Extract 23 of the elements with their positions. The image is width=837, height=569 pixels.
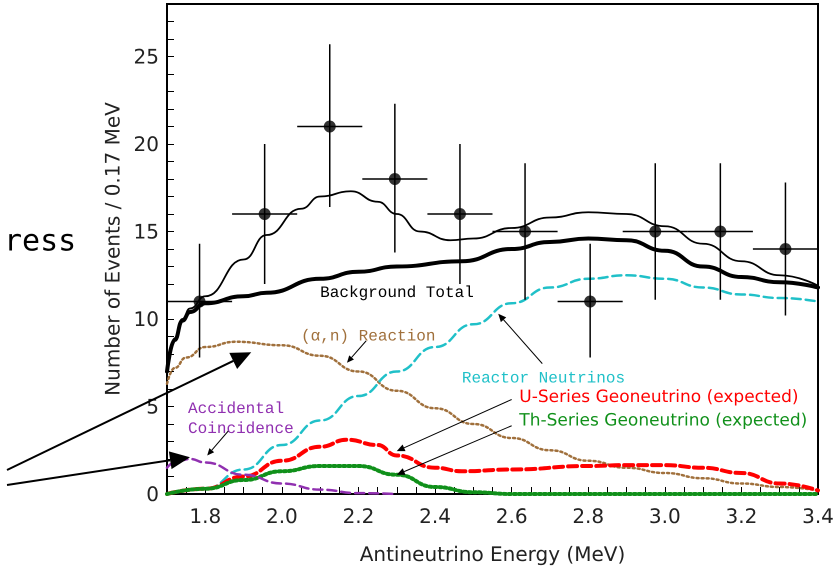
x-tick-label: 3.0: [648, 504, 681, 528]
x-tick-label: 2.2: [342, 504, 374, 528]
series-label: Reactor Neutrinos: [462, 370, 626, 388]
x-axis-title: Antineutrino Energy (MeV): [360, 542, 626, 566]
y-axis-title: Number of Events / 0.17 MeV: [100, 102, 125, 396]
y-tick-label: 15: [134, 220, 159, 244]
text: ress: [4, 224, 76, 258]
x-tick-label: 2.0: [266, 504, 298, 528]
x-tick-label: 2.6: [496, 504, 528, 528]
y-tick-label: 25: [134, 44, 159, 68]
x-tick-label: 2.4: [419, 504, 451, 528]
y-tick-label: 0: [146, 482, 159, 506]
x-tick-label: 1.8: [189, 504, 222, 528]
x-tick-label: 2.8: [572, 504, 604, 528]
text: Th-Series Geoneutrino (expected): [518, 410, 808, 430]
text: U-Series Geoneutrino (expected): [519, 386, 799, 407]
x-tick-label: 3.2: [726, 504, 758, 528]
series-label: Background Total: [320, 284, 474, 302]
y-tick-label: 20: [134, 132, 159, 156]
y-tick-label: 10: [134, 307, 159, 331]
series-label: (α,n) Reaction: [301, 328, 436, 346]
x-tick-label: 3.4: [802, 504, 834, 528]
series-label: Accidental Coincidence: [188, 400, 294, 438]
